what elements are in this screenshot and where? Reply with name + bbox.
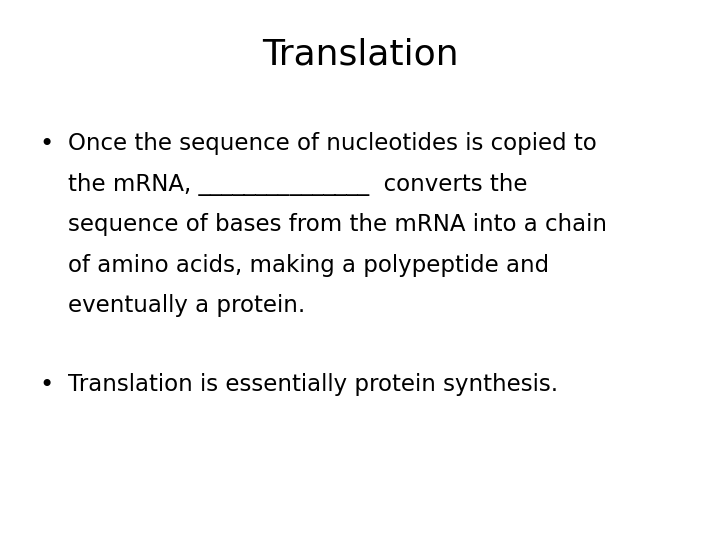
Text: •: • [40,373,54,396]
Text: Translation: Translation [261,38,459,72]
Text: the mRNA, _______________  converts the: the mRNA, _______________ converts the [68,173,528,196]
Text: Once the sequence of nucleotides is copied to: Once the sequence of nucleotides is copi… [68,132,597,156]
Text: sequence of bases from the mRNA into a chain: sequence of bases from the mRNA into a c… [68,213,608,237]
Text: eventually a protein.: eventually a protein. [68,294,306,318]
Text: Translation is essentially protein synthesis.: Translation is essentially protein synth… [68,373,559,396]
Text: of amino acids, making a polypeptide and: of amino acids, making a polypeptide and [68,254,549,277]
Text: •: • [40,132,54,156]
